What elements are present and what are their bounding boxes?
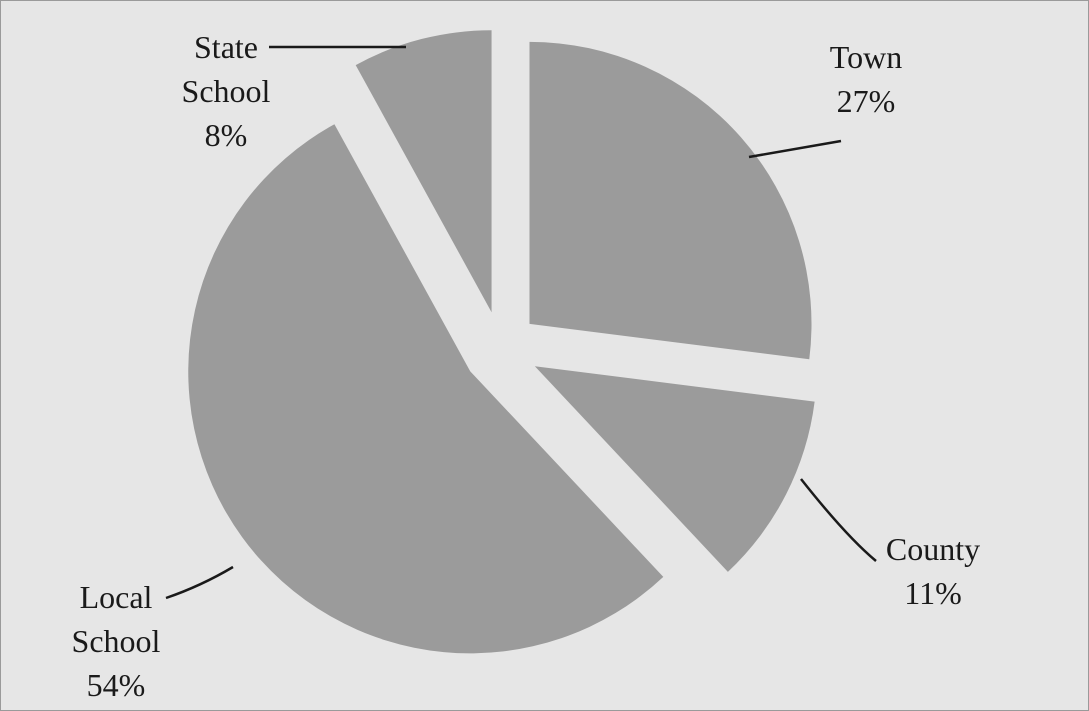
pie-slice xyxy=(188,124,664,654)
value-label: 11% xyxy=(904,575,962,611)
category-label: Town xyxy=(829,39,903,75)
slice-label: State School 8% xyxy=(176,25,276,157)
leader-line xyxy=(748,139,842,159)
category-label: County xyxy=(885,531,981,567)
value-label: 27% xyxy=(836,83,896,119)
leader-line xyxy=(165,565,234,600)
value-label: 8% xyxy=(204,117,248,153)
slice-label: Town 27% xyxy=(801,35,931,123)
category-label: Local School xyxy=(71,579,161,659)
category-label: State School xyxy=(181,29,271,109)
slice-label: Local School 54% xyxy=(66,575,166,707)
pie-slice xyxy=(355,30,492,313)
value-label: 54% xyxy=(86,667,146,703)
slice-label: County 11% xyxy=(868,527,998,615)
pie-slice xyxy=(529,41,812,360)
pie-slice xyxy=(534,366,815,572)
leader-line xyxy=(800,478,877,562)
